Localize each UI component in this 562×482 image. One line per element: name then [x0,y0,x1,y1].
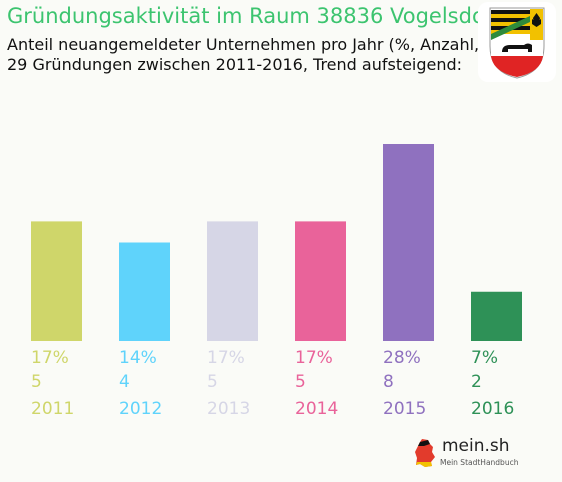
count-label-2015: 8 [383,372,394,392]
brand-logo[interactable]: mein.sh Mein StadtHandbuch [414,436,524,472]
year-label-2015: 2015 [383,399,426,419]
brand-name: mein.sh [442,436,510,456]
percent-label-2016: 7% [471,348,498,368]
coat-of-arms-icon [478,2,556,82]
germany-map-icon [415,439,435,467]
year-label-2012: 2012 [119,399,162,419]
percent-label-2013: 17% [207,348,245,368]
percent-label-2011: 17% [31,348,69,368]
chart-title: Gründungsaktivität im Raum 38836 Vogelsd… [7,4,501,28]
percent-label-2014: 17% [295,348,333,368]
percent-label-2012: 14% [119,348,157,368]
subtitle-line-1: Anteil neuangemeldeter Unternehmen pro J… [7,35,522,54]
year-label-2014: 2014 [295,399,338,419]
count-label-2012: 4 [119,372,130,392]
percent-label-2015: 28% [383,348,421,368]
chart-subtitle: Anteil neuangemeldeter Unternehmen pro J… [7,35,522,75]
bar-2016 [471,291,522,341]
count-label-2016: 2 [471,372,482,392]
bar-2012 [119,242,170,341]
year-label-2016: 2016 [471,399,514,419]
subtitle-line-2: 29 Gründungen zwischen 2011-2016, Trend … [7,55,463,74]
count-label-2011: 5 [31,372,42,392]
year-label-2011: 2011 [31,399,74,419]
year-label-2013: 2013 [207,399,250,419]
bar-2013 [207,221,258,341]
bar-2014 [295,221,346,341]
count-label-2013: 5 [207,372,218,392]
brand-tagline: Mein StadtHandbuch [440,458,519,467]
count-label-2014: 5 [295,372,306,392]
bar-2011 [31,221,82,341]
bar-2015 [383,144,434,341]
